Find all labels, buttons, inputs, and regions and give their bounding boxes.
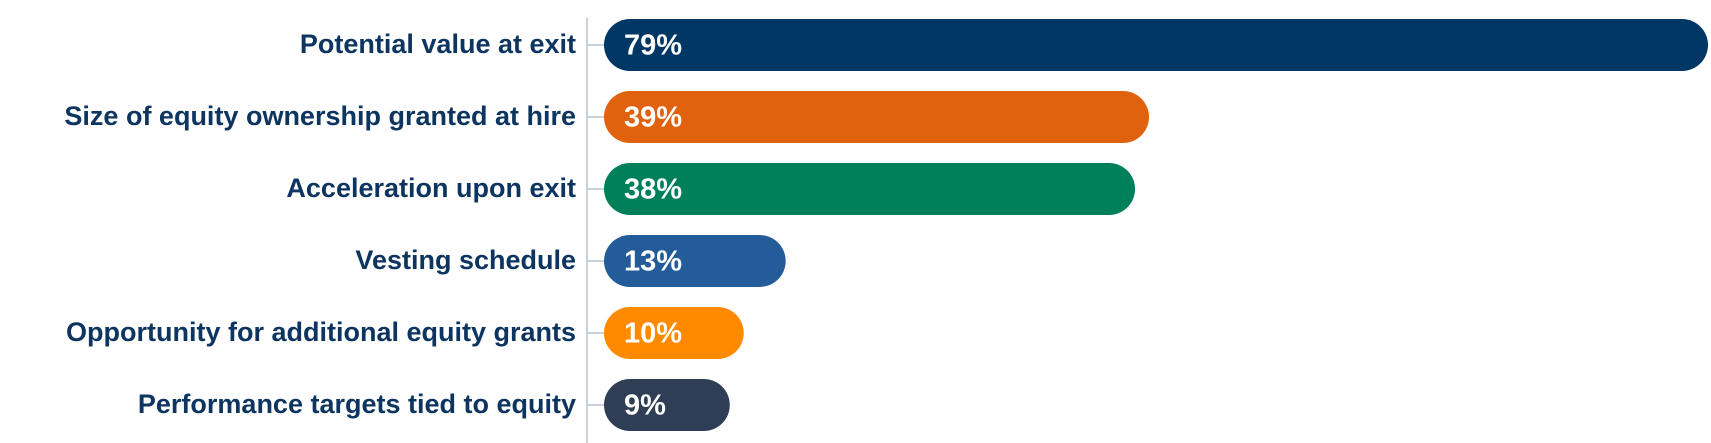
category-label: Acceleration upon exit xyxy=(286,173,576,203)
value-label: 10% xyxy=(624,318,682,350)
value-label: 39% xyxy=(624,102,682,134)
bar xyxy=(604,307,744,359)
value-label: 79% xyxy=(624,30,682,62)
bar xyxy=(604,19,1708,71)
category-label: Size of equity ownership granted at hire xyxy=(64,101,576,131)
bar xyxy=(604,163,1136,215)
category-label: Potential value at exit xyxy=(300,29,576,59)
bar xyxy=(604,379,730,431)
bar xyxy=(604,91,1150,143)
value-label: 13% xyxy=(624,246,682,278)
value-label: 38% xyxy=(624,174,682,206)
category-label: Opportunity for additional equity grants xyxy=(66,317,576,347)
value-label: 9% xyxy=(624,390,666,422)
bar xyxy=(604,235,786,287)
category-label: Vesting schedule xyxy=(355,245,576,275)
category-label: Performance targets tied to equity xyxy=(138,389,576,419)
